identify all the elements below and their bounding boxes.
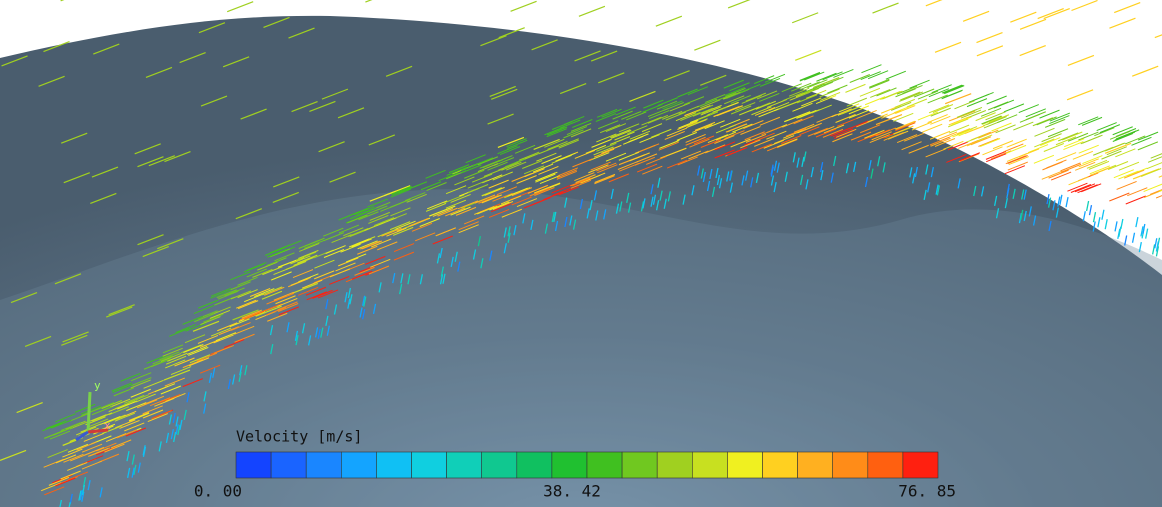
legend-max: 76. 85 [898,482,956,501]
color-bar [236,452,938,478]
legend-title: Velocity [m/s] [236,428,362,446]
color-swatch [763,452,798,478]
legend-min: 0. 00 [194,482,242,501]
legend-mid: 38. 42 [543,482,601,501]
triad-x-label: x [104,419,111,432]
color-swatch [482,452,517,478]
triad-y-label: y [94,379,101,392]
color-swatch [552,452,587,478]
color-swatch [587,452,622,478]
viewport: y x Velocity [m/s] 0. 00 38. 42 76. 85 [0,0,1162,507]
color-swatch [903,452,938,478]
color-swatch [447,452,482,478]
color-swatch [341,452,376,478]
color-swatch [236,452,271,478]
color-swatch [412,452,447,478]
color-swatch [306,452,341,478]
color-swatch [376,452,411,478]
color-swatch [868,452,903,478]
color-swatch [727,452,762,478]
color-swatch [657,452,692,478]
triad-y-axis [88,392,90,432]
color-swatch [833,452,868,478]
color-swatch [271,452,306,478]
color-swatch [798,452,833,478]
color-swatch [622,452,657,478]
color-swatch [517,452,552,478]
color-swatch [692,452,727,478]
